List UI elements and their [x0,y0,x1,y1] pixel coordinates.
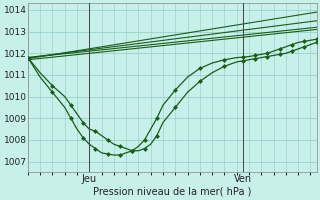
X-axis label: Pression niveau de la mer( hPa ): Pression niveau de la mer( hPa ) [93,187,252,197]
